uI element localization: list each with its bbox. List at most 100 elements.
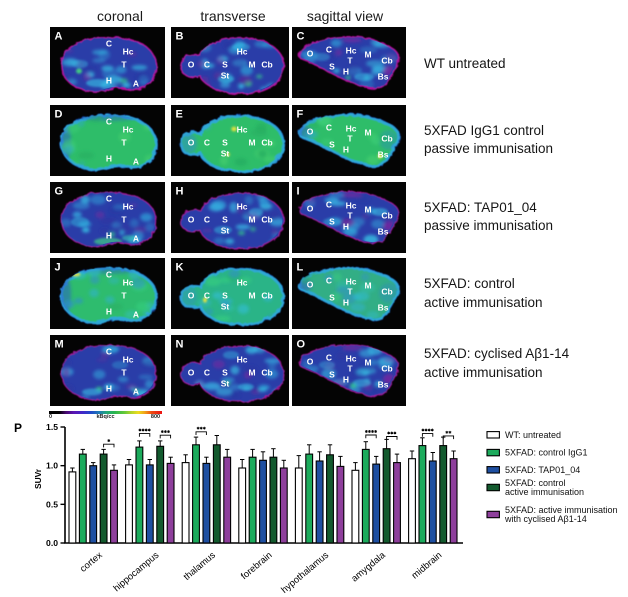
svg-text:Hc: Hc xyxy=(123,47,134,57)
svg-text:O: O xyxy=(187,214,194,224)
svg-text:T: T xyxy=(347,56,353,66)
svg-text:amygdala: amygdala xyxy=(349,549,388,584)
svg-text:0.5: 0.5 xyxy=(46,499,58,509)
svg-text:M: M xyxy=(364,204,371,214)
svg-text:C: C xyxy=(203,214,209,224)
svg-text:M: M xyxy=(248,137,255,147)
svg-text:Hc: Hc xyxy=(236,354,247,364)
svg-text:B: B xyxy=(175,31,183,43)
svg-text:T: T xyxy=(347,210,353,220)
svg-text:H: H xyxy=(342,67,348,77)
svg-text:Cb: Cb xyxy=(381,210,392,220)
svg-text:A: A xyxy=(133,233,139,243)
svg-text:Cb: Cb xyxy=(381,363,392,373)
svg-text:T: T xyxy=(347,133,353,143)
svg-text:C: C xyxy=(325,122,331,132)
svg-text:S: S xyxy=(222,214,228,224)
svg-text:Hc: Hc xyxy=(236,124,247,134)
svg-text:thalamus: thalamus xyxy=(181,549,217,582)
svg-text:C: C xyxy=(203,291,209,301)
svg-text:S: S xyxy=(329,369,335,379)
svg-text:forebrain: forebrain xyxy=(238,549,273,581)
svg-text:C: C xyxy=(203,367,209,377)
svg-text:H: H xyxy=(175,185,183,197)
svg-text:Bs: Bs xyxy=(377,72,388,82)
svg-text:T: T xyxy=(347,363,353,373)
svg-text:S: S xyxy=(222,291,228,301)
svg-text:H: H xyxy=(106,383,112,393)
svg-text:C: C xyxy=(296,31,304,43)
svg-text:Hc: Hc xyxy=(236,47,247,57)
svg-text:S: S xyxy=(329,62,335,72)
svg-text:Cb: Cb xyxy=(261,214,272,224)
svg-text:St: St xyxy=(220,71,229,81)
svg-text:H: H xyxy=(342,298,348,308)
svg-text:1.0: 1.0 xyxy=(46,461,58,471)
svg-text:I: I xyxy=(296,185,299,197)
svg-text:Hc: Hc xyxy=(345,277,356,287)
svg-text:O: O xyxy=(306,356,313,366)
svg-text:C: C xyxy=(106,270,112,280)
svg-text:J: J xyxy=(55,262,61,274)
svg-text:M: M xyxy=(364,357,371,367)
svg-text:H: H xyxy=(342,374,348,384)
svg-text:Hc: Hc xyxy=(236,201,247,211)
svg-text:M: M xyxy=(248,291,255,301)
svg-text:Cb: Cb xyxy=(381,287,392,297)
svg-text:M: M xyxy=(248,214,255,224)
svg-text:midbrain: midbrain xyxy=(409,549,444,581)
svg-text:St: St xyxy=(220,148,229,158)
svg-text:T: T xyxy=(121,214,127,224)
svg-text:A: A xyxy=(133,79,139,89)
svg-text:C: C xyxy=(203,60,209,70)
svg-text:M: M xyxy=(364,127,371,137)
svg-text:S: S xyxy=(222,137,228,147)
svg-text:F: F xyxy=(296,108,303,120)
svg-text:M: M xyxy=(364,281,371,291)
svg-text:O: O xyxy=(306,49,313,59)
svg-text:C: C xyxy=(325,276,331,286)
svg-text:L: L xyxy=(296,262,303,274)
svg-text:0.0: 0.0 xyxy=(46,538,58,548)
svg-text:S: S xyxy=(222,367,228,377)
svg-text:S: S xyxy=(222,60,228,70)
svg-text:D: D xyxy=(55,108,63,120)
svg-text:M: M xyxy=(364,50,371,60)
svg-text:Hc: Hc xyxy=(123,124,134,134)
svg-text:C: C xyxy=(106,193,112,203)
svg-text:E: E xyxy=(175,108,182,120)
svg-text:H: H xyxy=(342,144,348,154)
svg-text:Hc: Hc xyxy=(345,353,356,363)
svg-text:O: O xyxy=(296,338,305,350)
svg-text:O: O xyxy=(187,60,194,70)
svg-text:Bs: Bs xyxy=(377,149,388,159)
svg-text:Hc: Hc xyxy=(345,46,356,56)
svg-text:Hc: Hc xyxy=(345,123,356,133)
svg-text:A: A xyxy=(133,156,139,166)
svg-text:SUVr: SUVr xyxy=(33,468,43,489)
svg-text:1.5: 1.5 xyxy=(46,422,58,432)
svg-text:H: H xyxy=(106,153,112,163)
svg-text:Hc: Hc xyxy=(123,354,134,364)
svg-text:Bs: Bs xyxy=(377,226,388,236)
svg-text:Cb: Cb xyxy=(261,137,272,147)
svg-text:S: S xyxy=(329,139,335,149)
svg-text:5XFAD: control IgG1: 5XFAD: control IgG1 xyxy=(505,448,588,458)
svg-text:hypothalamus: hypothalamus xyxy=(279,549,331,595)
svg-text:Hc: Hc xyxy=(345,200,356,210)
svg-text:5XFAD: active immunisation: 5XFAD: active immunisation xyxy=(505,505,618,515)
svg-text:Bs: Bs xyxy=(377,303,388,313)
svg-text:M: M xyxy=(248,60,255,70)
svg-text:M: M xyxy=(55,338,64,350)
svg-text:WT: untreated: WT: untreated xyxy=(505,430,561,440)
svg-text:H: H xyxy=(106,230,112,240)
svg-text:C: C xyxy=(106,116,112,126)
svg-text:O: O xyxy=(187,137,194,147)
svg-text:hippocampus: hippocampus xyxy=(111,549,161,593)
svg-text:active immunisation: active immunisation xyxy=(505,487,584,497)
svg-text:S: S xyxy=(329,293,335,303)
svg-text:T: T xyxy=(121,291,127,301)
svg-text:T: T xyxy=(347,287,353,297)
svg-text:Cb: Cb xyxy=(261,291,272,301)
svg-text:C: C xyxy=(106,39,112,49)
